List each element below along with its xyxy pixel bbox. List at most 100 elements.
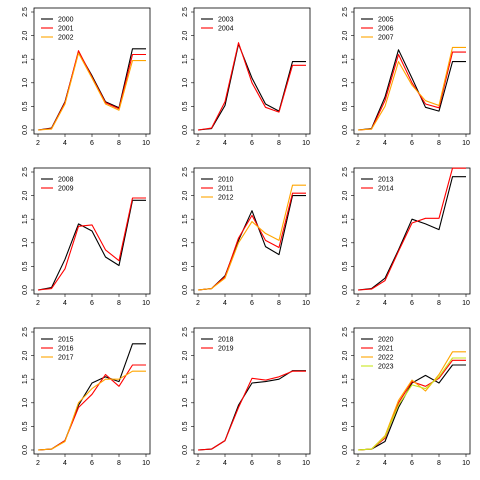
chart-1-x-tick-label: 2	[36, 140, 40, 147]
chart-8-series-2018	[197, 370, 306, 451]
chart-2-x-tick-label: 6	[250, 140, 254, 147]
chart-1-legend-label-2002: 2002	[58, 35, 74, 42]
chart-8-x-tick-label: 10	[302, 460, 310, 467]
chart-3-series-2005	[357, 49, 466, 131]
chart-3-x-tick-label: 2	[356, 140, 360, 147]
chart-4-series-2009	[37, 197, 146, 291]
chart-4-y-tick-label: 2.0	[22, 191, 29, 201]
chart-4-x-tick-label: 4	[63, 300, 67, 307]
chart-9-x-tick-label: 8	[437, 460, 441, 467]
chart-7-x-tick-label: 8	[117, 460, 121, 467]
chart-9-legend-label-2021: 2021	[378, 346, 394, 353]
chart-9-legend-label-2020: 2020	[378, 337, 394, 344]
chart-5: 2 4 6 8 10 0.0 0.5 1.0 1.5 2.0 2.5 2010 2011 2012	[182, 167, 311, 307]
chart-3-y-tick-label: 0.5	[342, 101, 349, 111]
chart-4-y-tick-label: 1.0	[22, 238, 29, 248]
chart-8-x-tick-label: 2	[196, 460, 200, 467]
chart-4-legend-label-2008: 2008	[58, 177, 74, 184]
chart-4-x-tick-label: 10	[142, 300, 150, 307]
chart-9-series-2021	[357, 359, 466, 451]
chart-3-frame	[353, 7, 471, 135]
chart-7-series-2016	[37, 364, 146, 451]
chart-2-y-tick-label: 2.5	[182, 7, 189, 17]
chart-1: 2 4 6 8 10 0.0 0.5 1.0 1.5 2.0 2.5 2000 2001 2002	[22, 7, 151, 147]
chart-4-x-tick-label: 8	[117, 300, 121, 307]
chart-3-series-2007	[357, 46, 466, 131]
chart-1-x-tick-label: 4	[63, 140, 67, 147]
chart-3-y-tick-label: 1.0	[342, 78, 349, 88]
chart-7-y-tick-label: 2.0	[22, 351, 29, 361]
chart-1-x-tick-label: 6	[90, 140, 94, 147]
chart-3-legend-label-2007: 2007	[378, 35, 394, 42]
chart-9-x-tick-label: 2	[356, 460, 360, 467]
chart-1-x-tick-label: 10	[142, 140, 150, 147]
chart-4-y-tick-label: 0.5	[22, 261, 29, 271]
chart-3-y-tick-label: 1.5	[342, 54, 349, 64]
chart-9-series-2020	[357, 364, 466, 451]
chart-5-y-tick-label: 0.0	[182, 285, 189, 295]
chart-8-x-tick-label: 4	[223, 460, 227, 467]
chart-5-y-tick-label: 0.5	[182, 261, 189, 271]
chart-8-y-tick-label: 2.5	[182, 327, 189, 337]
chart-5-x-tick-label: 8	[277, 300, 281, 307]
chart-6-x-tick-label: 6	[410, 300, 414, 307]
chart-8-y-tick-label: 1.5	[182, 374, 189, 384]
chart-3-legend-label-2006: 2006	[378, 26, 394, 33]
chart-1-y-tick-label: 2.5	[22, 7, 29, 17]
chart-1-y-tick-label: 0.5	[22, 101, 29, 111]
chart-7-y-tick-label: 0.5	[22, 421, 29, 431]
chart-3-x-tick-label: 4	[383, 140, 387, 147]
chart-4-x-tick-label: 2	[36, 300, 40, 307]
chart-4-y-tick-label: 1.5	[22, 214, 29, 224]
chart-3-x-tick-label: 6	[410, 140, 414, 147]
chart-8-frame	[193, 327, 311, 455]
chart-1-legend-label-2000: 2000	[58, 17, 74, 24]
chart-2-y-tick-label: 0.0	[182, 125, 189, 135]
chart-1-series-2000	[37, 48, 146, 131]
chart-6-x-tick-label: 2	[356, 300, 360, 307]
chart-5-x-tick-label: 2	[196, 300, 200, 307]
chart-6-x-tick-label: 8	[437, 300, 441, 307]
chart-5-y-tick-label: 1.5	[182, 214, 189, 224]
chart-5-y-tick-label: 2.5	[182, 167, 189, 177]
chart-6-y-tick-label: 2.0	[342, 191, 349, 201]
chart-6-y-tick-label: 1.0	[342, 238, 349, 248]
chart-2-legend-label-2003: 2003	[218, 17, 234, 24]
chart-3-y-tick-label: 2.0	[342, 31, 349, 41]
chart-9-y-tick-label: 1.5	[342, 374, 349, 384]
chart-8-y-tick-label: 1.0	[182, 398, 189, 408]
chart-2-y-tick-label: 0.5	[182, 101, 189, 111]
chart-1-y-tick-label: 1.0	[22, 78, 29, 88]
chart-6-series-2013	[357, 176, 466, 291]
chart-2-y-tick-label: 1.5	[182, 54, 189, 64]
chart-3-y-tick-label: 2.5	[342, 7, 349, 17]
chart-5-y-tick-label: 2.0	[182, 191, 189, 201]
chart-6-x-tick-label: 4	[383, 300, 387, 307]
chart-4-y-tick-label: 0.0	[22, 285, 29, 295]
chart-1-series-2002	[37, 52, 146, 131]
chart-9-legend-label-2022: 2022	[378, 355, 394, 362]
chart-4: 2 4 6 8 10 0.0 0.5 1.0 1.5 2.0 2.5 2008 2009	[22, 167, 151, 307]
chart-1-x-tick-label: 8	[117, 140, 121, 147]
chart-4-legend-label-2009: 2009	[58, 186, 74, 193]
chart-9-series-2023	[357, 357, 466, 451]
chart-8-y-tick-label: 0.0	[182, 445, 189, 455]
chart-9: 2 4 6 8 10 0.0 0.5 1.0 1.5 2.0 2.5 2020 2021 2022 2023	[342, 327, 471, 467]
chart-2-x-tick-label: 4	[223, 140, 227, 147]
chart-6-series-2014	[357, 167, 466, 291]
chart-7-series-2017	[37, 370, 146, 451]
chart-7-y-tick-label: 0.0	[22, 445, 29, 455]
chart-9-y-tick-label: 2.5	[342, 327, 349, 337]
chart-9-y-tick-label: 0.5	[342, 421, 349, 431]
chart-9-x-tick-label: 10	[462, 460, 470, 467]
chart-5-x-tick-label: 4	[223, 300, 227, 307]
chart-6-y-tick-label: 2.5	[342, 167, 349, 177]
chart-4-x-tick-label: 6	[90, 300, 94, 307]
chart-9-legend-label-2023: 2023	[378, 364, 394, 371]
chart-7-legend-label-2016: 2016	[58, 346, 74, 353]
chart-5-y-tick-label: 1.0	[182, 238, 189, 248]
chart-2-frame	[193, 7, 311, 135]
chart-5-series-2010	[197, 195, 306, 291]
chart-5-x-tick-label: 6	[250, 300, 254, 307]
